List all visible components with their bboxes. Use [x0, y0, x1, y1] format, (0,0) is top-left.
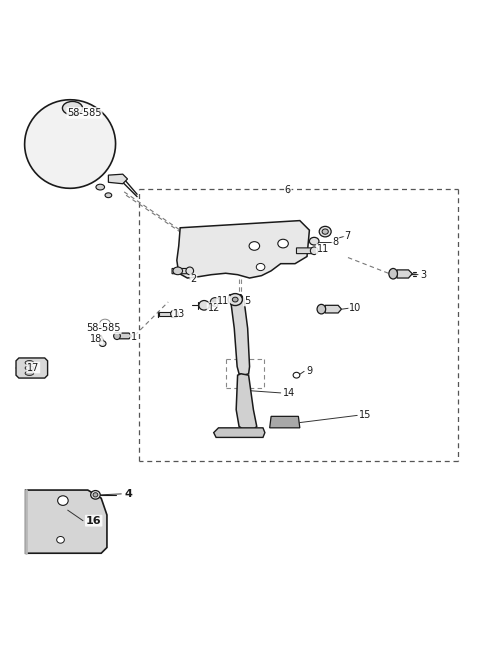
Text: 4: 4 [124, 489, 132, 499]
Ellipse shape [91, 490, 100, 499]
Ellipse shape [99, 341, 106, 347]
Ellipse shape [96, 184, 105, 190]
Ellipse shape [232, 297, 238, 302]
Text: 11: 11 [217, 296, 229, 307]
Ellipse shape [173, 267, 182, 275]
Text: 6: 6 [285, 186, 291, 195]
Polygon shape [120, 333, 132, 339]
Polygon shape [236, 374, 257, 429]
Ellipse shape [186, 267, 193, 275]
Ellipse shape [25, 360, 34, 365]
Text: 9: 9 [306, 366, 312, 377]
Ellipse shape [25, 366, 34, 370]
Ellipse shape [228, 294, 242, 305]
Polygon shape [25, 490, 107, 553]
Ellipse shape [319, 226, 331, 237]
Ellipse shape [58, 496, 68, 505]
Polygon shape [214, 428, 265, 437]
Text: 12: 12 [207, 303, 220, 313]
Text: 5: 5 [244, 296, 250, 305]
Ellipse shape [249, 242, 260, 250]
Polygon shape [158, 312, 174, 316]
Polygon shape [16, 358, 48, 378]
Text: 1: 1 [131, 332, 137, 342]
Text: 58-585: 58-585 [67, 108, 102, 118]
Ellipse shape [317, 304, 325, 314]
Ellipse shape [105, 193, 112, 197]
Polygon shape [270, 417, 300, 428]
Ellipse shape [100, 319, 110, 328]
Ellipse shape [311, 247, 318, 254]
Polygon shape [108, 174, 128, 184]
Ellipse shape [62, 102, 83, 115]
Ellipse shape [278, 239, 288, 248]
Ellipse shape [256, 263, 265, 270]
Ellipse shape [199, 300, 209, 310]
Ellipse shape [322, 229, 328, 234]
Ellipse shape [170, 310, 178, 318]
Ellipse shape [93, 492, 98, 497]
Polygon shape [229, 295, 250, 375]
Polygon shape [172, 269, 190, 274]
Text: 18: 18 [90, 334, 103, 344]
Ellipse shape [114, 333, 120, 340]
Text: 10: 10 [349, 303, 361, 313]
Text: 17: 17 [27, 362, 39, 373]
Text: 15: 15 [359, 410, 371, 421]
Polygon shape [325, 305, 341, 313]
Text: 58-585: 58-585 [86, 324, 121, 333]
Text: 7: 7 [344, 232, 350, 241]
Text: 16: 16 [86, 516, 101, 526]
Text: 8: 8 [332, 237, 338, 247]
Polygon shape [177, 221, 310, 278]
Text: 3: 3 [420, 270, 426, 280]
Polygon shape [397, 270, 412, 278]
Text: 2: 2 [190, 274, 196, 285]
Ellipse shape [293, 372, 300, 378]
Ellipse shape [25, 371, 34, 375]
Ellipse shape [57, 536, 64, 543]
Text: 13: 13 [173, 309, 185, 319]
Ellipse shape [310, 237, 319, 245]
Ellipse shape [210, 298, 220, 306]
Ellipse shape [389, 269, 397, 279]
Polygon shape [297, 248, 314, 254]
Text: 14: 14 [283, 388, 295, 398]
Text: 11: 11 [317, 245, 329, 254]
Ellipse shape [24, 100, 116, 188]
